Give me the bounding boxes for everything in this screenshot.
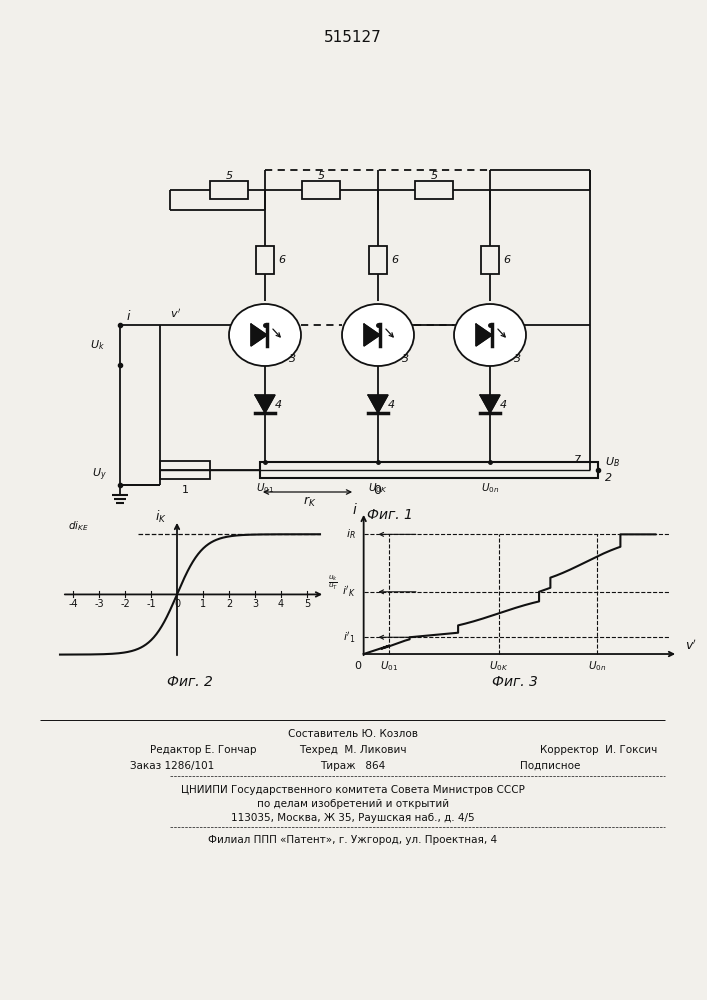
Text: 6: 6: [503, 255, 510, 265]
Text: 6: 6: [391, 255, 398, 265]
Text: Составитель Ю. Козлов: Составитель Ю. Козлов: [288, 729, 418, 739]
Text: 7: 7: [574, 455, 582, 465]
Text: $U_{0n}$: $U_{0n}$: [588, 659, 606, 673]
Bar: [160, 461, 210, 479]
Polygon shape: [364, 324, 380, 346]
Text: -1: -1: [146, 599, 156, 609]
Text: Подписное: Подписное: [520, 761, 580, 771]
Ellipse shape: [454, 304, 526, 366]
Text: $i'_K$: $i'_K$: [341, 584, 356, 599]
Bar: [256, 246, 274, 274]
Text: $U_k$: $U_k$: [90, 338, 105, 352]
Ellipse shape: [229, 304, 301, 366]
Text: i: i: [127, 310, 131, 324]
Text: 3: 3: [515, 354, 522, 364]
Text: Фиг. 3: Фиг. 3: [492, 675, 538, 689]
Text: 4: 4: [274, 400, 281, 410]
Polygon shape: [255, 395, 275, 413]
Text: $U_B$: $U_B$: [605, 455, 620, 469]
Text: 0: 0: [373, 484, 381, 496]
Text: ЦНИИПИ Государственного комитета Совета Министров СССР: ЦНИИПИ Государственного комитета Совета …: [181, 785, 525, 795]
Bar: [210, 181, 248, 199]
Text: $i_R$: $i_R$: [346, 527, 356, 541]
Text: 2: 2: [226, 599, 232, 609]
Text: Филиал ППП «Патент», г. Ужгород, ул. Проектная, 4: Филиал ППП «Патент», г. Ужгород, ул. Про…: [209, 835, 498, 845]
Text: $i_K$: $i_K$: [156, 509, 167, 525]
Bar: [260, 462, 598, 478]
Text: 1: 1: [182, 485, 189, 495]
Text: 4: 4: [387, 400, 395, 410]
Text: -2: -2: [120, 599, 130, 609]
Text: $U_y$: $U_y$: [92, 467, 107, 483]
Text: Техред  М. Ликович: Техред М. Ликович: [299, 745, 407, 755]
Text: $\frac{u_k}{u_T}$: $\frac{u_k}{u_T}$: [328, 573, 338, 592]
Text: 3: 3: [252, 599, 258, 609]
Text: $U_{01}$: $U_{01}$: [380, 659, 398, 673]
Text: 3: 3: [402, 354, 409, 364]
Text: 515127: 515127: [324, 30, 382, 45]
Text: 5: 5: [317, 171, 325, 181]
Text: Заказ 1286/101: Заказ 1286/101: [130, 761, 214, 771]
Text: -3: -3: [94, 599, 104, 609]
Text: Корректор  И. Гоксич: Корректор И. Гоксич: [540, 745, 658, 755]
Text: 4: 4: [499, 400, 506, 410]
Text: $U_{01}$: $U_{01}$: [256, 481, 274, 495]
Polygon shape: [368, 395, 388, 413]
Text: 1: 1: [200, 599, 206, 609]
Text: Фиг. 2: Фиг. 2: [167, 675, 213, 689]
Text: 5: 5: [304, 599, 310, 609]
Polygon shape: [251, 324, 267, 346]
Text: $v'$: $v'$: [170, 306, 181, 320]
Ellipse shape: [342, 304, 414, 366]
Text: 0: 0: [354, 661, 361, 671]
Text: 113035, Москва, Ж 35, Раушская наб., д. 4/5: 113035, Москва, Ж 35, Раушская наб., д. …: [231, 813, 475, 823]
Bar: [369, 246, 387, 274]
Text: $U_{0n}$: $U_{0n}$: [481, 481, 499, 495]
Bar: [415, 181, 453, 199]
Text: 5: 5: [226, 171, 233, 181]
Text: Редактор Е. Гончар: Редактор Е. Гончар: [150, 745, 257, 755]
Text: $di_{KE}$: $di_{KE}$: [68, 519, 89, 533]
Polygon shape: [476, 324, 492, 346]
Text: 0: 0: [174, 599, 180, 609]
Text: $U_{0K}$: $U_{0K}$: [489, 659, 508, 673]
Polygon shape: [480, 395, 500, 413]
Text: 5: 5: [431, 171, 438, 181]
Text: 6: 6: [278, 255, 285, 265]
Text: 3: 3: [289, 354, 296, 364]
Text: 4: 4: [278, 599, 284, 609]
Text: 2: 2: [605, 473, 612, 483]
Text: Тираж   864: Тираж 864: [320, 761, 385, 771]
Text: по делам изобретений и открытий: по делам изобретений и открытий: [257, 799, 449, 809]
Text: $r_K$: $r_K$: [303, 495, 317, 509]
Text: $v'$: $v'$: [685, 639, 697, 653]
Text: -4: -4: [68, 599, 78, 609]
Text: $i$: $i$: [352, 502, 358, 518]
Text: Фиг. 1: Фиг. 1: [367, 508, 413, 522]
Text: $i'_1$: $i'_1$: [343, 630, 356, 645]
Bar: [302, 181, 340, 199]
Bar: [481, 246, 499, 274]
Text: $U_{0K}$: $U_{0K}$: [368, 481, 387, 495]
